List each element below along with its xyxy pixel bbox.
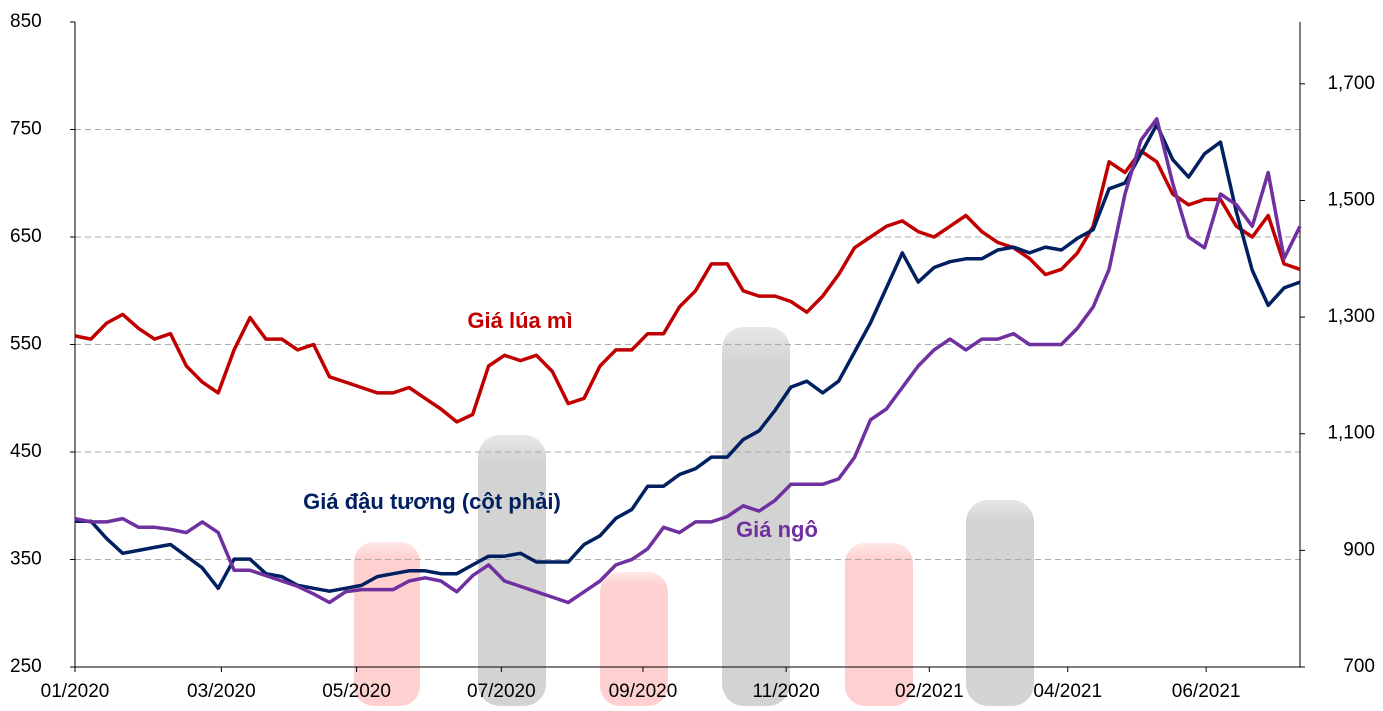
x-tick-label: 05/2020 <box>322 681 391 702</box>
y2-tick-label: 1,100 <box>1327 423 1375 444</box>
background-shapes <box>354 327 1034 706</box>
x-tick-label: 03/2020 <box>187 681 256 702</box>
y-tick-label: 450 <box>10 441 42 462</box>
y-tick-label: 850 <box>10 11 42 32</box>
y-tick-label: 650 <box>10 226 42 247</box>
x-tick-label: 02/2021 <box>895 681 964 702</box>
y-tick-label: 250 <box>10 656 42 677</box>
y2-tick-label: 700 <box>1343 656 1375 677</box>
plot: 250 350 450 550 650 750 850 700 900 1,100 1,300 1,5… <box>10 11 1375 702</box>
x-tick-label: 01/2020 <box>41 681 110 702</box>
shape <box>966 500 1034 706</box>
x-tick-label: 06/2021 <box>1172 681 1241 702</box>
annotation: Giá đậu tương (cột phải) <box>303 489 561 514</box>
shape <box>845 543 913 706</box>
annotation: Giá ngô <box>736 517 818 542</box>
series-line <box>74 117 1302 605</box>
series-line <box>75 122 1301 593</box>
x-tick-label: 04/2021 <box>1033 681 1102 702</box>
x-tick-label: 09/2020 <box>609 681 678 702</box>
series-line <box>74 149 1301 424</box>
y-tick-label: 750 <box>10 119 42 140</box>
y-tick-label: 350 <box>10 549 42 570</box>
annotation: Giá lúa mì <box>467 308 572 333</box>
y2-tick-label: 900 <box>1343 539 1375 560</box>
x-tick-label: 11/2020 <box>752 681 819 702</box>
x-tick-label: 07/2020 <box>467 681 536 702</box>
y2-tick-label: 1,700 <box>1327 73 1375 94</box>
y-tick-label: 550 <box>10 334 42 355</box>
y2-tick-label: 1,300 <box>1327 306 1375 327</box>
shape <box>722 327 790 706</box>
shape <box>600 572 668 706</box>
y2-tick-label: 1,500 <box>1327 189 1375 210</box>
shape <box>478 435 546 706</box>
